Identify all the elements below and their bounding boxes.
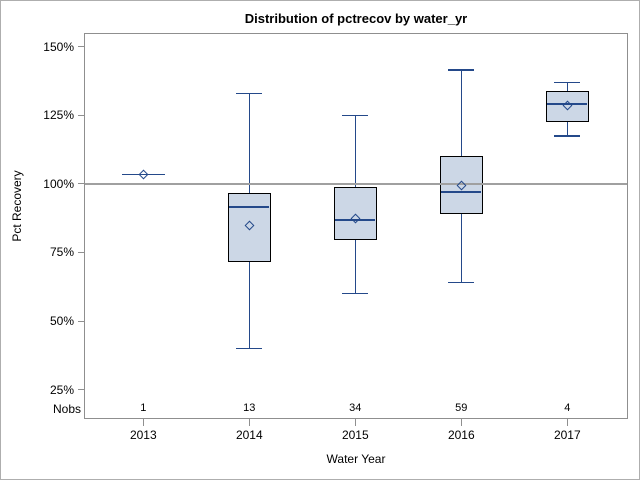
x-tick-mark xyxy=(142,419,144,426)
y-tick-mark xyxy=(78,114,84,116)
x-tick-label: 2016 xyxy=(447,428,475,442)
median-line xyxy=(229,206,270,209)
box-2014 xyxy=(227,193,271,263)
nobs-value: 1 xyxy=(140,402,147,414)
nobs-value: 13 xyxy=(243,402,256,414)
y-tick-label: 75% xyxy=(49,245,74,260)
single-value-line xyxy=(121,173,165,176)
whisker-cap-max xyxy=(342,114,369,117)
nobs-row-label: Nobs xyxy=(52,402,81,416)
lower-whisker xyxy=(460,214,463,283)
median-line xyxy=(335,218,376,221)
y-tick-mark xyxy=(78,251,84,253)
y-tick-label: 25% xyxy=(49,382,74,397)
upper-whisker xyxy=(566,82,569,91)
box-2017 xyxy=(545,90,589,123)
x-tick-label: 2015 xyxy=(341,428,369,442)
y-tick-label: 125% xyxy=(43,108,74,123)
x-tick-label: 2014 xyxy=(235,428,263,442)
y-tick-mark xyxy=(78,46,84,48)
upper-whisker xyxy=(460,70,463,157)
y-tick-mark xyxy=(78,320,84,322)
lower-whisker xyxy=(354,240,357,294)
box-2015 xyxy=(333,186,377,241)
nobs-value: 4 xyxy=(564,402,571,414)
chart-title: Distribution of pctrecov by water_yr xyxy=(244,11,468,26)
whisker-cap-max xyxy=(554,81,581,84)
box-2016 xyxy=(439,156,483,215)
x-tick-label: 2017 xyxy=(553,428,581,442)
x-axis-title: Water Year xyxy=(326,452,386,466)
nobs-value: 34 xyxy=(349,402,362,414)
whisker-cap-min xyxy=(554,135,581,137)
nobs-value: 59 xyxy=(455,402,468,414)
whisker-cap-min xyxy=(342,292,369,295)
upper-whisker xyxy=(354,115,357,187)
reference-line xyxy=(85,182,627,185)
lower-whisker xyxy=(566,122,569,136)
lower-whisker xyxy=(248,262,251,349)
median-line xyxy=(441,191,482,194)
whisker-cap-max xyxy=(448,69,475,71)
whisker-cap-max xyxy=(236,92,263,95)
y-tick-label: 50% xyxy=(49,314,74,329)
x-tick-mark xyxy=(354,419,356,426)
y-tick-mark xyxy=(78,183,84,185)
x-tick-mark xyxy=(566,419,568,426)
upper-whisker xyxy=(248,93,251,194)
x-tick-label: 2013 xyxy=(129,428,157,442)
x-tick-mark xyxy=(460,419,462,426)
y-tick-label: 100% xyxy=(43,176,74,191)
y-axis-title: Pct Recovery xyxy=(10,170,24,242)
y-tick-label: 150% xyxy=(43,39,74,54)
whisker-cap-min xyxy=(448,281,475,284)
y-tick-mark xyxy=(78,389,84,391)
x-tick-mark xyxy=(248,419,250,426)
median-line xyxy=(547,103,588,106)
whisker-cap-min xyxy=(236,347,263,350)
